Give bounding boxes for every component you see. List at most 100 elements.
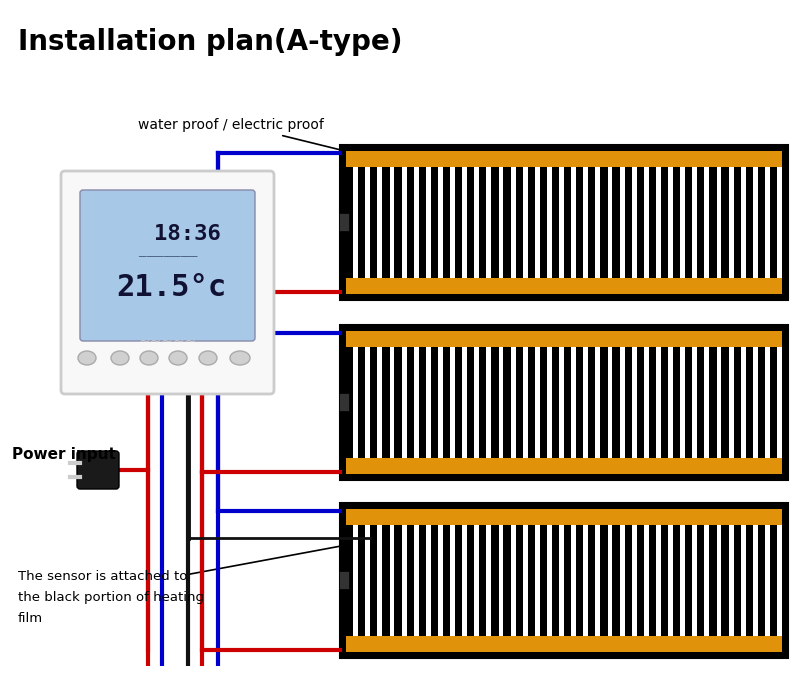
Bar [661, 525, 668, 636]
Bar [515, 167, 523, 278]
Text: Power input: Power input [12, 447, 116, 462]
Bar [528, 347, 535, 458]
Bar [430, 347, 438, 458]
Bar [649, 347, 656, 458]
Bar [418, 347, 426, 458]
Bar [746, 347, 753, 458]
Bar [710, 167, 717, 278]
Bar [698, 525, 705, 636]
Text: The sensor is attached to
the black portion of heating
film: The sensor is attached to the black port… [18, 570, 204, 625]
FancyBboxPatch shape [80, 190, 255, 341]
Bar [637, 167, 644, 278]
Bar [479, 347, 486, 458]
Bar [346, 636, 782, 652]
Bar [346, 509, 782, 525]
Bar [339, 393, 349, 411]
Bar [491, 525, 498, 636]
Bar [346, 347, 782, 458]
Ellipse shape [78, 351, 96, 365]
Bar [685, 167, 692, 278]
Bar [370, 525, 378, 636]
Bar [613, 347, 620, 458]
Bar [455, 347, 462, 458]
Bar [430, 525, 438, 636]
Bar [710, 525, 717, 636]
Bar [625, 167, 632, 278]
Bar [770, 167, 777, 278]
Bar [479, 525, 486, 636]
Bar [600, 347, 608, 458]
Bar [339, 571, 349, 589]
Bar [685, 525, 692, 636]
Bar [358, 525, 366, 636]
Bar [758, 525, 765, 636]
Bar [406, 347, 414, 458]
Bar [576, 347, 583, 458]
Bar [673, 525, 680, 636]
Bar [358, 347, 366, 458]
Bar [479, 167, 486, 278]
Bar [382, 525, 390, 636]
Bar [698, 167, 705, 278]
Text: 21.5°c: 21.5°c [116, 273, 226, 302]
Bar [430, 167, 438, 278]
Bar [673, 167, 680, 278]
Bar [467, 525, 474, 636]
Bar [340, 325, 788, 480]
Bar [346, 525, 782, 636]
Bar [418, 167, 426, 278]
Bar [552, 347, 559, 458]
Bar [528, 167, 535, 278]
Bar [340, 145, 788, 300]
Bar [588, 347, 595, 458]
Bar [758, 167, 765, 278]
Text: ──────────────: ────────────── [138, 254, 198, 260]
Bar [649, 525, 656, 636]
Bar [625, 525, 632, 636]
Bar [576, 525, 583, 636]
Bar [746, 167, 753, 278]
Bar [685, 347, 692, 458]
Text: ~~~~~: ~~~~~ [138, 335, 197, 349]
Bar [406, 167, 414, 278]
Bar [394, 525, 402, 636]
Bar [455, 167, 462, 278]
Ellipse shape [199, 351, 217, 365]
Bar [467, 167, 474, 278]
Bar [770, 347, 777, 458]
Bar [734, 347, 741, 458]
Bar [370, 347, 378, 458]
Ellipse shape [140, 351, 158, 365]
Bar [394, 167, 402, 278]
Bar [406, 525, 414, 636]
Bar [649, 167, 656, 278]
Bar [443, 347, 450, 458]
Bar [346, 347, 354, 458]
Bar [443, 525, 450, 636]
Bar [515, 347, 523, 458]
Bar [346, 525, 354, 636]
Bar [600, 167, 608, 278]
Bar [503, 525, 510, 636]
Bar [758, 347, 765, 458]
Bar [339, 213, 349, 231]
Bar [346, 331, 782, 347]
Bar [588, 525, 595, 636]
Bar [770, 525, 777, 636]
Bar [710, 347, 717, 458]
Bar [346, 458, 782, 474]
Bar [455, 525, 462, 636]
Ellipse shape [230, 351, 250, 365]
Bar [625, 347, 632, 458]
Text: Installation plan(A-type): Installation plan(A-type) [18, 28, 402, 56]
Bar [613, 525, 620, 636]
Bar [503, 347, 510, 458]
FancyBboxPatch shape [77, 451, 119, 489]
Bar [382, 167, 390, 278]
Bar [722, 167, 729, 278]
FancyBboxPatch shape [61, 171, 274, 394]
Bar [515, 525, 523, 636]
Bar [540, 525, 547, 636]
Ellipse shape [111, 351, 129, 365]
Bar [588, 167, 595, 278]
